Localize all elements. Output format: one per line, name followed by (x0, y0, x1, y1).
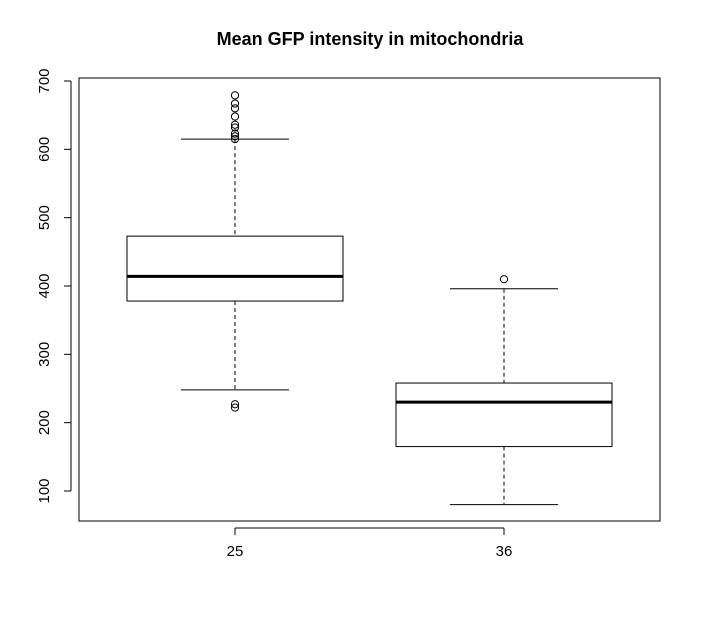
iqr-box (126, 235, 344, 302)
box-25 (126, 91, 344, 412)
iqr-box (395, 382, 613, 448)
y-tick-label: 600 (36, 137, 53, 162)
outlier-point (230, 132, 240, 141)
outlier-point (230, 403, 240, 412)
chart-title: Mean GFP intensity in mitochondria (216, 29, 524, 49)
outlier-point (230, 104, 240, 113)
outlier-point (230, 120, 240, 129)
y-axis: 100 200 300 400 500 600 700 (36, 68, 72, 504)
outlier-point (230, 134, 240, 144)
y-tick-label: 100 (36, 478, 53, 503)
outlier-point (230, 91, 240, 100)
outlier-point (230, 99, 240, 108)
outlier-point (230, 123, 240, 132)
boxes-layer (126, 91, 613, 506)
x-axis: 25 36 (227, 527, 513, 560)
y-tick-label: 300 (36, 342, 53, 367)
y-tick-label: 400 (36, 273, 53, 298)
y-tick-label: 200 (36, 410, 53, 435)
x-tick-label: 36 (496, 543, 513, 560)
y-tick-label: 500 (36, 205, 53, 230)
outlier-point (499, 275, 509, 284)
outlier-point (230, 129, 240, 138)
outlier-point (230, 112, 240, 121)
x-tick-label: 25 (227, 543, 244, 560)
plot-frame (78, 77, 661, 522)
y-tick-label: 700 (36, 68, 53, 93)
outlier-point (230, 400, 240, 409)
box-36 (395, 275, 613, 506)
